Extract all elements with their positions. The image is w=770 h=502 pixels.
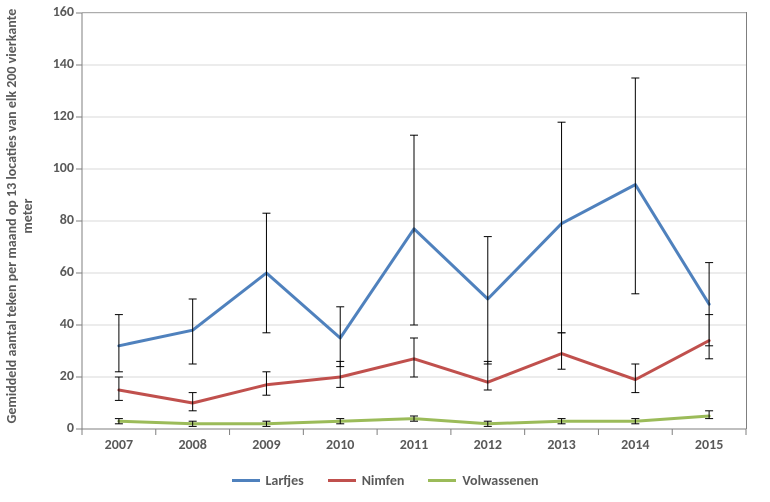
x-tick-label: 2013 [532,436,592,453]
y-tick-label: 160 [34,3,74,20]
legend-swatch [232,479,260,482]
legend-item: Larfjes [232,472,304,489]
y-tick-label: 100 [34,159,74,176]
y-tick-label: 20 [34,367,74,384]
x-tick-label: 2014 [605,436,665,453]
y-tick-label: 120 [34,107,74,124]
y-tick-label: 0 [34,419,74,436]
y-tick-label: 140 [34,55,74,72]
x-tick-label: 2015 [679,436,739,453]
tick-chart: Gemiddeld aantal teken per maand op 13 l… [0,0,770,502]
legend-swatch [328,479,356,482]
legend-item: Nimfen [328,472,405,489]
legend-label: Nimfen [362,472,405,489]
legend: Larfjes Nimfen Volwassenen [0,472,770,489]
y-axis-title: Gemiddeld aantal teken per maand op 13 l… [4,6,36,426]
legend-label: Volwassenen [462,472,538,489]
x-tick-label: 2011 [384,436,444,453]
x-tick-label: 2008 [163,436,223,453]
legend-swatch [428,479,456,482]
y-tick-label: 60 [34,263,74,280]
y-tick-label: 40 [34,315,74,332]
chart-svg [82,13,746,429]
x-tick-label: 2012 [458,436,518,453]
legend-item: Volwassenen [428,472,538,489]
x-tick-label: 2007 [89,436,149,453]
plot-area [82,12,747,429]
x-tick-label: 2009 [236,436,296,453]
x-tick-label: 2010 [310,436,370,453]
legend-label: Larfjes [266,472,304,489]
y-tick-label: 80 [34,211,74,228]
